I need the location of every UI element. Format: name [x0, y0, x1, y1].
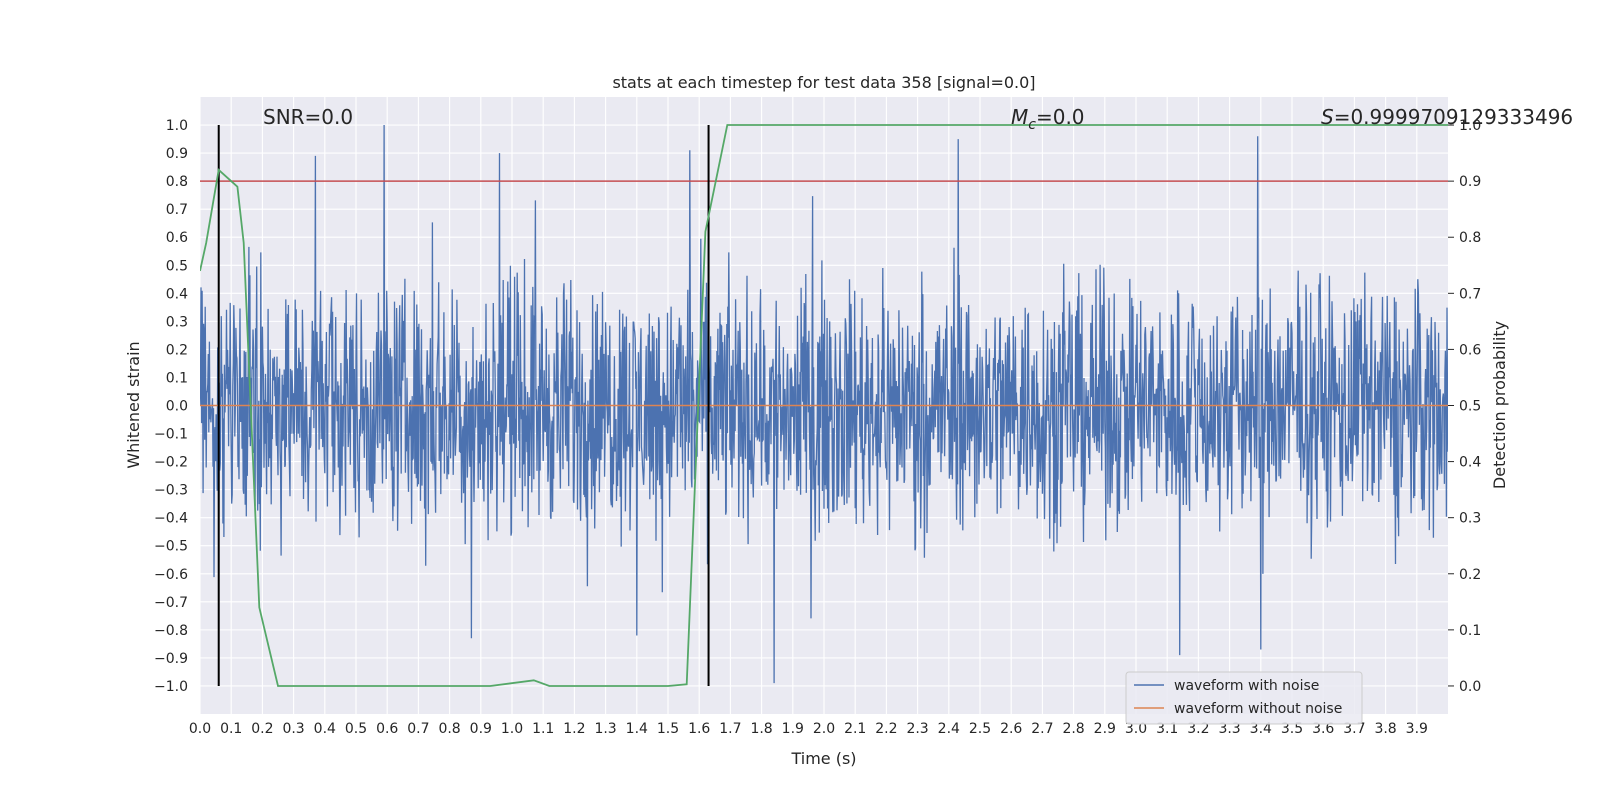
left-tick-label: 0.8: [166, 174, 188, 190]
right-tick-label: 0.1: [1459, 623, 1481, 639]
x-tick-label: 0.9: [470, 721, 492, 737]
x-tick-label: 1.4: [626, 721, 648, 737]
right-tick-label: 1.0: [1459, 118, 1481, 134]
chirp-mass-symbol: M: [1011, 105, 1028, 129]
right-tick-label: 0.7: [1459, 286, 1481, 302]
x-tick-label: 0.4: [314, 721, 336, 737]
x-tick-label: 1.9: [782, 721, 804, 737]
x-tick-label: 3.5: [1281, 721, 1303, 737]
left-tick-label: −0.4: [154, 511, 188, 527]
x-tick-label: 1.3: [594, 721, 616, 737]
right-tick-label: 0.8: [1459, 230, 1481, 246]
x-tick-label: 1.2: [563, 721, 585, 737]
left-tick-label: 0.3: [166, 314, 188, 330]
score-value: =0.9999709129333496: [1334, 105, 1573, 129]
left-axis-label: Whitened strain: [124, 341, 143, 468]
x-tick-label: 2.9: [1094, 721, 1116, 737]
x-tick-label: 3.9: [1406, 721, 1428, 737]
right-tick-label: 0.5: [1459, 399, 1481, 415]
x-tick-label: 0.7: [407, 721, 429, 737]
series-detection-probability: [200, 124, 1448, 687]
x-tick-label: 1.6: [688, 721, 710, 737]
left-tick-label: 0.4: [166, 286, 188, 302]
chirp-mass-subscript: c: [1028, 117, 1036, 133]
x-tick-label: 3.3: [1218, 721, 1240, 737]
right-axis-ticks: 1.0 0.9 0.8 0.7 0.6 0.5 0.4 0.3 0.2 0.1 0.0: [1448, 118, 1481, 695]
left-axis-ticks: 1.0 0.9 0.8 0.7 0.6 0.5 0.4 0.3 0.2 0.1 0.0 −0.1 −0.…: [154, 118, 188, 695]
x-tick-label: 3.2: [1187, 721, 1209, 737]
left-tick-label: 1.0: [166, 118, 188, 134]
x-tick-label: 0.6: [376, 721, 398, 737]
x-tick-label: 3.0: [1125, 721, 1147, 737]
x-tick-label: 0.8: [438, 721, 460, 737]
series-waveform-with-noise: [200, 124, 1448, 684]
x-axis-label: Time (s): [790, 749, 856, 768]
legend-label-noise: waveform with noise: [1174, 678, 1319, 694]
left-tick-label: −1.0: [154, 679, 188, 695]
left-tick-label: −0.8: [154, 623, 188, 639]
chart-title: stats at each timestep for test data 358…: [612, 73, 1035, 92]
x-tick-label: 1.1: [532, 721, 554, 737]
right-tick-label: 0.4: [1459, 455, 1481, 471]
score-annotation: S=0.9999709129333496: [1321, 105, 1573, 129]
legend-box: [1125, 671, 1363, 725]
x-tick-label: 2.3: [906, 721, 928, 737]
x-tick-label: 1.5: [657, 721, 679, 737]
x-tick-label: 1.7: [719, 721, 741, 737]
right-tick-label: 0.0: [1459, 679, 1481, 695]
left-tick-label: −0.7: [154, 595, 188, 611]
left-tick-label: −0.1: [154, 427, 188, 443]
right-tick-label: 0.6: [1459, 342, 1481, 358]
right-tick-label: 0.3: [1459, 511, 1481, 527]
x-tick-label: 3.4: [1250, 721, 1272, 737]
right-axis-label: Detection probability: [1490, 321, 1509, 489]
score-symbol: S: [1321, 105, 1334, 129]
x-tick-label: 2.4: [938, 721, 960, 737]
chirp-mass-value: =0.0: [1036, 105, 1085, 129]
x-tick-label: 1.8: [750, 721, 772, 737]
right-tick-label: 0.2: [1459, 567, 1481, 583]
x-tick-label: 2.1: [844, 721, 866, 737]
x-tick-label: 3.1: [1156, 721, 1178, 737]
x-tick-label: 0.5: [345, 721, 367, 737]
left-tick-label: 0.7: [166, 202, 188, 218]
chirp-mass-annotation: Mc=0.0: [1011, 105, 1085, 133]
snr-annotation: SNR=0.0: [263, 105, 353, 129]
x-tick-label: 2.6: [1000, 721, 1022, 737]
x-tick-label: 3.6: [1312, 721, 1334, 737]
left-tick-label: 0.2: [166, 342, 188, 358]
left-tick-label: −0.6: [154, 567, 188, 583]
x-tick-label: 2.8: [1062, 721, 1084, 737]
x-tick-label: 1.0: [501, 721, 523, 737]
x-tick-label: 0.3: [282, 721, 304, 737]
legend-label-clean: waveform without noise: [1174, 701, 1342, 717]
x-tick-label: 2.5: [969, 721, 991, 737]
right-tick-label: 0.9: [1459, 174, 1481, 190]
left-tick-label: 0.5: [166, 258, 188, 274]
x-tick-label: 2.2: [875, 721, 897, 737]
x-axis-ticks: 0.0 0.1 0.2 0.3 0.4 0.5 0.6 0.7 0.8 0.9 1.0 1.1 1.2 1…: [189, 721, 1428, 737]
x-tick-label: 3.8: [1374, 721, 1396, 737]
x-tick-label: 3.7: [1343, 721, 1365, 737]
left-tick-label: −0.9: [154, 651, 188, 667]
x-tick-label: 0.0: [189, 721, 211, 737]
x-tick-label: 2.0: [813, 721, 835, 737]
x-tick-label: 2.7: [1031, 721, 1053, 737]
left-tick-label: 0.9: [166, 146, 188, 162]
left-tick-label: −0.2: [154, 455, 188, 471]
legend: waveform with noise waveform without noi…: [1125, 671, 1363, 725]
left-tick-label: −0.5: [154, 539, 188, 555]
left-tick-label: 0.0: [166, 399, 188, 415]
plot-area: [200, 124, 1448, 687]
x-tick-label: 0.2: [251, 721, 273, 737]
x-tick-label: 0.1: [220, 721, 242, 737]
left-tick-label: 0.6: [166, 230, 188, 246]
left-tick-label: 0.1: [166, 370, 188, 386]
left-tick-label: −0.3: [154, 483, 188, 499]
